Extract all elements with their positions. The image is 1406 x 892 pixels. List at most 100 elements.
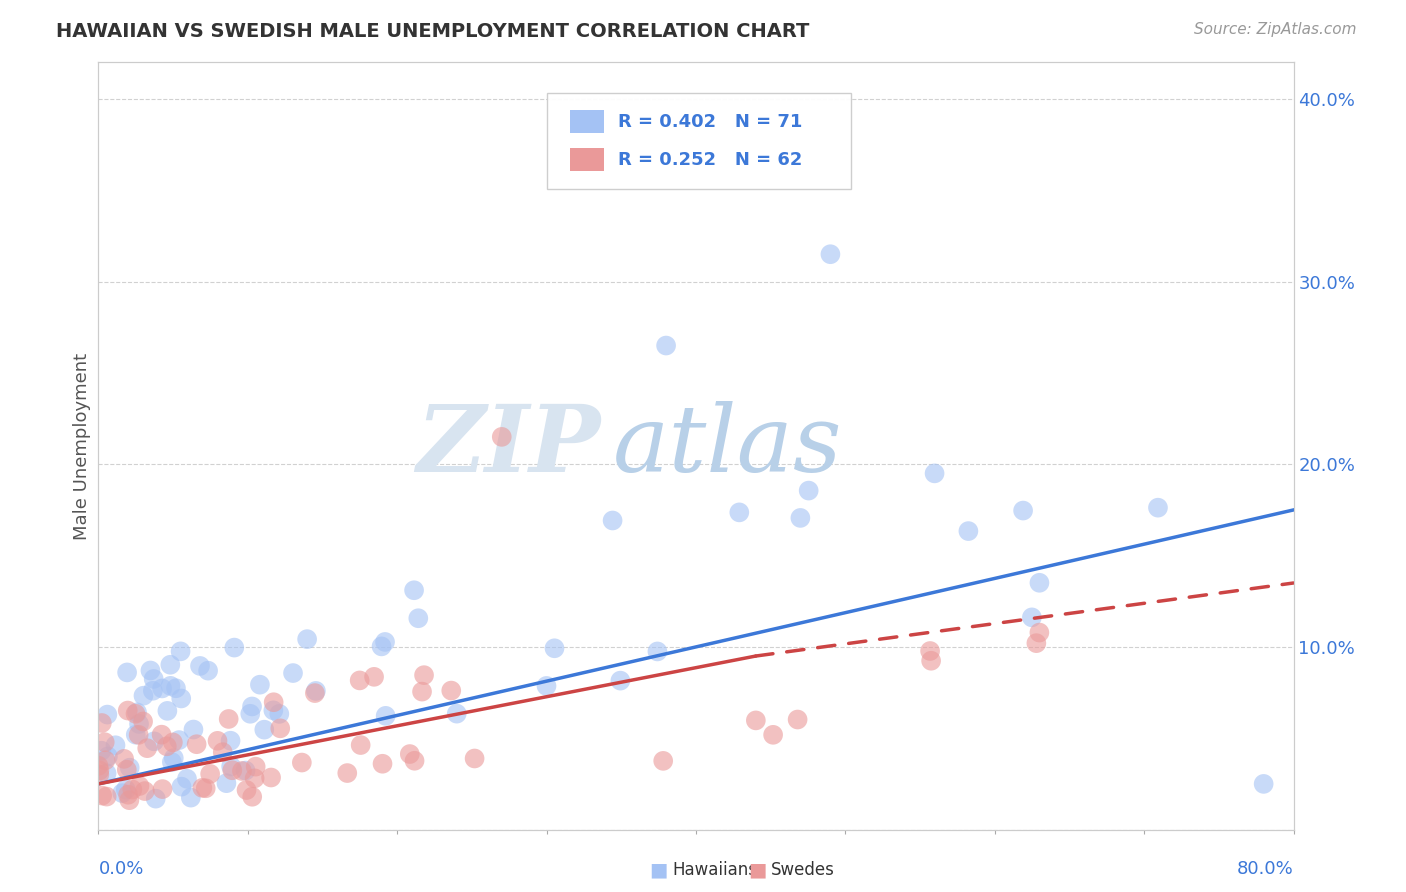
Point — [97, 749, 120, 764]
Point — [221, 764, 243, 778]
Point — [159, 679, 181, 693]
Point — [957, 524, 980, 538]
Point — [165, 681, 187, 696]
Point — [215, 776, 238, 790]
Text: Swedes: Swedes — [770, 861, 834, 879]
Point — [207, 734, 229, 748]
Point — [536, 679, 558, 693]
Text: R = 0.402   N = 71: R = 0.402 N = 71 — [619, 112, 803, 130]
Point — [152, 782, 174, 797]
Point — [1147, 500, 1170, 515]
Text: ■: ■ — [748, 860, 766, 880]
Point — [112, 752, 135, 766]
Point — [404, 754, 426, 768]
Point — [169, 644, 191, 658]
Point — [728, 505, 751, 519]
Point — [1028, 575, 1050, 590]
Point — [240, 789, 263, 804]
Point — [305, 684, 328, 698]
Point — [125, 706, 148, 720]
Point — [231, 764, 253, 778]
Point — [224, 640, 246, 655]
Point — [446, 706, 468, 721]
Point — [125, 728, 148, 742]
Point — [150, 681, 173, 696]
Point — [304, 686, 326, 700]
Point — [543, 641, 565, 656]
Point — [1253, 777, 1275, 791]
Point — [411, 684, 433, 698]
Y-axis label: Male Unemployment: Male Unemployment — [73, 352, 91, 540]
Point — [440, 683, 463, 698]
Point — [1028, 625, 1050, 640]
Text: atlas: atlas — [613, 401, 842, 491]
Point — [239, 706, 262, 721]
Point — [253, 723, 276, 737]
FancyBboxPatch shape — [547, 93, 852, 189]
Point — [128, 717, 150, 731]
Point — [121, 782, 143, 797]
Point — [260, 771, 283, 785]
Point — [262, 703, 284, 717]
Point — [371, 756, 394, 771]
Point — [762, 728, 785, 742]
Point — [134, 784, 156, 798]
Point — [1025, 636, 1047, 650]
Point — [191, 780, 214, 795]
Point — [198, 767, 221, 781]
Point — [350, 738, 373, 752]
Point — [87, 758, 110, 772]
Point — [920, 644, 942, 658]
Point — [104, 738, 127, 752]
Point — [398, 747, 420, 761]
Point — [281, 666, 304, 681]
Point — [797, 483, 820, 498]
Point — [128, 779, 150, 793]
Point — [219, 733, 242, 747]
Point — [820, 247, 842, 261]
Text: ■: ■ — [650, 860, 668, 880]
Point — [655, 338, 678, 352]
Point — [90, 744, 112, 758]
Point — [118, 761, 141, 775]
Point — [159, 657, 181, 672]
Point — [291, 756, 314, 770]
Point — [114, 782, 136, 797]
Point — [219, 759, 242, 773]
Point — [920, 654, 942, 668]
Point — [374, 709, 396, 723]
Point — [789, 511, 811, 525]
Point — [647, 644, 669, 658]
Point — [142, 683, 165, 698]
Point — [176, 772, 198, 786]
Point — [1012, 503, 1035, 517]
Point — [115, 665, 138, 680]
Point — [263, 695, 285, 709]
Point — [245, 759, 267, 773]
Point — [183, 723, 205, 737]
Point — [269, 706, 291, 721]
Point — [235, 783, 257, 797]
Point — [89, 764, 111, 778]
Bar — [571, 110, 605, 133]
Point — [162, 735, 184, 749]
Point — [93, 735, 115, 749]
Point — [652, 754, 675, 768]
Point — [924, 467, 946, 481]
Point — [94, 753, 117, 767]
Point — [197, 664, 219, 678]
Point — [150, 728, 173, 742]
Point — [374, 635, 396, 649]
Point — [609, 673, 631, 688]
Point — [180, 790, 202, 805]
Point — [132, 714, 155, 729]
Point — [167, 733, 190, 747]
Point — [111, 786, 134, 800]
Point — [336, 766, 359, 780]
Point — [349, 673, 371, 688]
Point — [124, 706, 146, 721]
Point — [602, 514, 624, 528]
Point — [404, 583, 426, 598]
Point — [170, 780, 193, 794]
Point — [363, 670, 385, 684]
